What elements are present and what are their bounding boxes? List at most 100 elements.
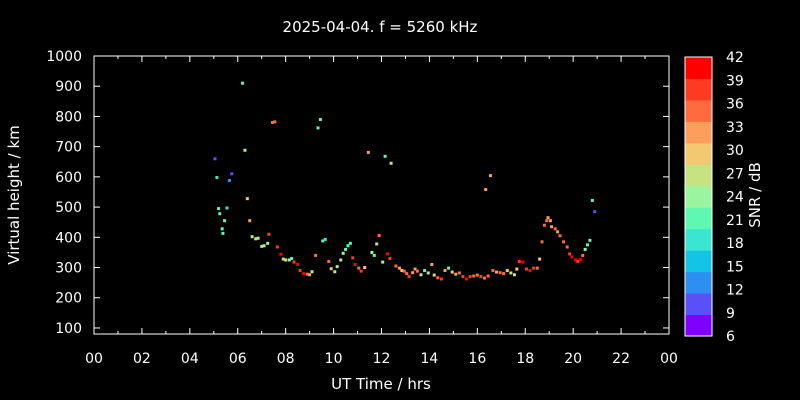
colorbar-band xyxy=(685,99,712,122)
x-axis-label: UT Time / hrs xyxy=(331,375,431,393)
data-point xyxy=(558,234,562,238)
colorbar-band xyxy=(685,78,712,101)
x-tick-label: 10 xyxy=(325,351,343,367)
colorbar-tick-label: 15 xyxy=(726,259,744,275)
data-point xyxy=(517,259,521,263)
data-point xyxy=(475,273,479,277)
x-tick-label: 16 xyxy=(468,351,486,367)
data-point xyxy=(562,240,566,244)
x-tick-label: 22 xyxy=(612,351,630,367)
colorbar-tick-label: 18 xyxy=(726,236,744,252)
data-point xyxy=(465,277,469,281)
data-point xyxy=(553,227,557,231)
data-point xyxy=(439,277,443,281)
data-point xyxy=(339,258,343,262)
data-point xyxy=(491,269,495,273)
data-point xyxy=(568,252,572,256)
data-point xyxy=(468,275,472,279)
data-point xyxy=(565,245,569,249)
data-point xyxy=(308,273,312,277)
data-point xyxy=(385,252,389,256)
x-tick-label: 06 xyxy=(229,351,247,367)
data-point xyxy=(213,157,217,161)
data-point xyxy=(366,150,370,154)
data-point xyxy=(302,272,306,276)
colorbar-tick-label: 42 xyxy=(726,50,744,66)
data-point xyxy=(241,81,245,85)
data-point xyxy=(273,120,277,124)
data-point xyxy=(432,273,436,277)
data-point xyxy=(394,264,398,268)
data-point xyxy=(357,266,361,270)
data-point xyxy=(545,219,549,223)
data-point xyxy=(321,239,325,243)
x-tick-label: 20 xyxy=(564,351,582,367)
data-point xyxy=(215,175,219,179)
data-point xyxy=(275,245,279,249)
data-point xyxy=(540,240,544,244)
data-point xyxy=(515,267,519,271)
colorbar-tick-label: 6 xyxy=(726,329,735,345)
data-point xyxy=(344,247,348,251)
data-point xyxy=(316,126,320,130)
colorbar-band xyxy=(685,293,712,316)
data-point xyxy=(512,273,516,277)
data-point xyxy=(279,252,283,256)
data-point xyxy=(296,263,300,266)
data-point xyxy=(415,269,419,273)
data-point xyxy=(532,266,536,270)
data-point xyxy=(243,148,247,152)
data-point xyxy=(430,263,434,266)
data-point xyxy=(377,233,381,237)
data-point xyxy=(256,236,260,240)
data-point xyxy=(489,174,493,178)
data-point xyxy=(351,256,355,260)
colorbar-band xyxy=(685,57,712,79)
x-tick-label: 02 xyxy=(133,351,151,367)
data-point xyxy=(550,225,554,229)
data-point xyxy=(402,269,406,273)
data-point xyxy=(335,265,339,269)
colorbar-band xyxy=(685,207,712,230)
data-point xyxy=(400,269,404,273)
data-point xyxy=(461,275,465,279)
data-point xyxy=(381,260,385,264)
data-point xyxy=(363,266,367,270)
data-point xyxy=(248,219,252,223)
data-point xyxy=(576,259,580,263)
data-point xyxy=(450,270,454,274)
y-tick-label: 200 xyxy=(55,291,82,307)
data-point xyxy=(310,270,314,274)
data-point xyxy=(327,259,331,263)
data-point xyxy=(290,256,294,260)
data-point xyxy=(426,271,430,275)
data-point xyxy=(457,271,461,275)
colorbar-band xyxy=(685,185,712,208)
data-point xyxy=(254,237,258,241)
y-tick-label: 400 xyxy=(55,230,82,246)
data-point xyxy=(502,272,506,276)
colorbar-label: SNR / dB xyxy=(746,162,764,228)
colorbar-tick-label: 39 xyxy=(726,73,744,89)
data-point xyxy=(588,238,592,242)
y-tick-label: 300 xyxy=(55,261,82,277)
data-point xyxy=(353,263,357,266)
y-tick-label: 600 xyxy=(55,170,82,186)
colorbar-frame xyxy=(684,56,713,337)
colorbar-band xyxy=(685,142,712,165)
data-point xyxy=(472,274,476,278)
data-point xyxy=(447,266,451,270)
data-point xyxy=(443,269,447,273)
colorbar-tick-label: 9 xyxy=(726,306,735,322)
data-point xyxy=(411,271,415,275)
data-point xyxy=(521,260,525,264)
colorbar-band xyxy=(685,250,712,273)
x-tick-label: 08 xyxy=(277,351,295,367)
data-point xyxy=(454,272,458,276)
data-point xyxy=(413,267,417,271)
data-point xyxy=(346,244,350,248)
data-point xyxy=(359,269,363,273)
data-point xyxy=(245,197,249,201)
data-point xyxy=(223,219,227,223)
